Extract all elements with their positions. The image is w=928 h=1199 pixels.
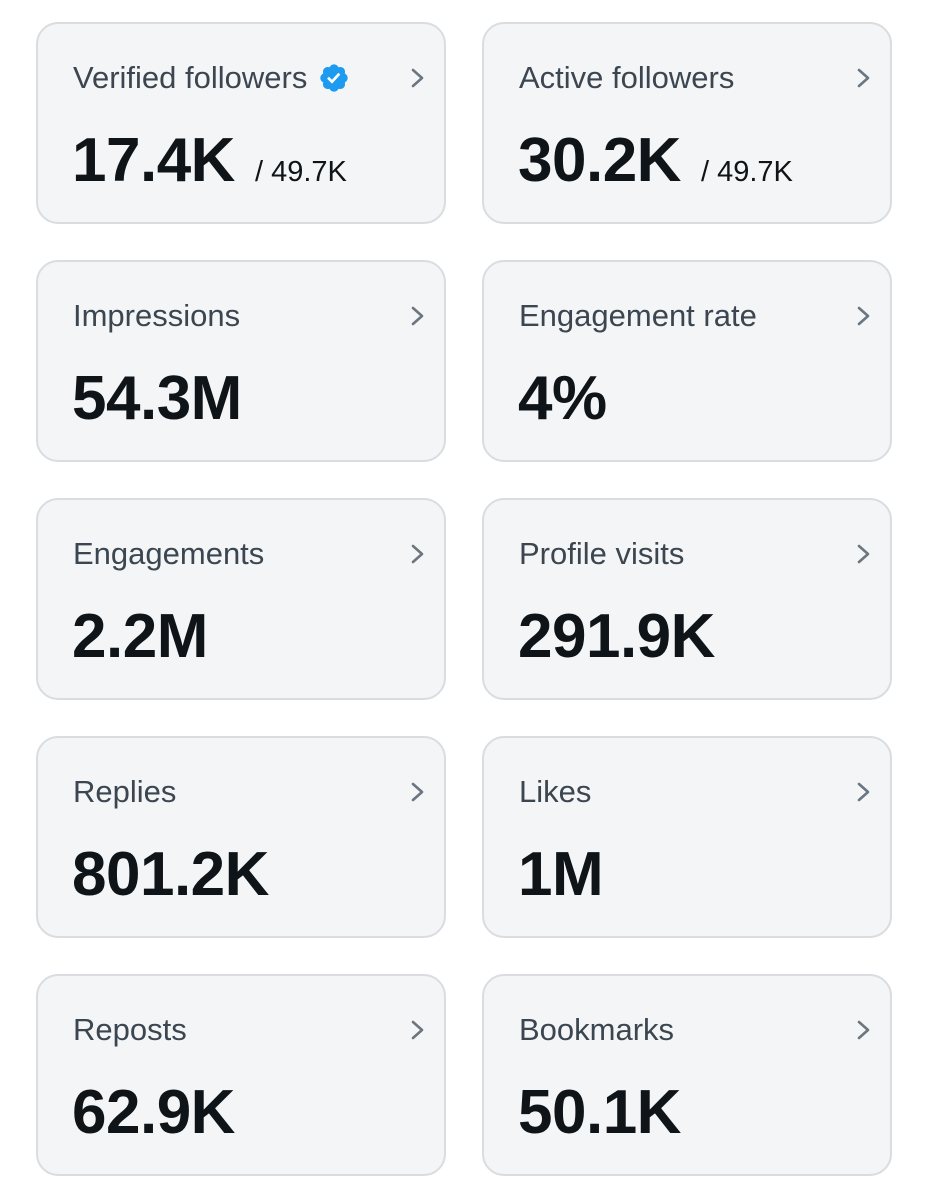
chevron-right-icon bbox=[857, 544, 870, 564]
card-title-label: Engagements bbox=[73, 536, 265, 571]
card-title-label: Reposts bbox=[73, 1012, 187, 1047]
card-bookmarks[interactable]: Bookmarks 50.1K bbox=[482, 974, 892, 1176]
chevron-right-icon bbox=[857, 1020, 870, 1040]
chevron-right-icon bbox=[411, 68, 424, 88]
card-value: 54.3M bbox=[72, 364, 242, 433]
card-value-row: 17.4K / 49.7K bbox=[72, 126, 347, 196]
chevron-right-icon bbox=[411, 306, 424, 326]
card-value-row: 2.2M bbox=[72, 602, 208, 672]
card-title: Replies bbox=[73, 774, 176, 810]
card-value: 50.1K bbox=[518, 1078, 681, 1147]
card-title: Profile visits bbox=[519, 536, 684, 572]
card-engagements[interactable]: Engagements 2.2M bbox=[36, 498, 446, 700]
verified-badge-icon bbox=[320, 64, 349, 92]
chevron-right-icon bbox=[857, 306, 870, 326]
card-title: Engagements bbox=[73, 536, 264, 572]
chevron-right-icon bbox=[411, 1020, 424, 1040]
chevron-right-icon bbox=[857, 68, 870, 88]
card-profile-visits[interactable]: Profile visits 291.9K bbox=[482, 498, 892, 700]
card-title-label: Engagement rate bbox=[519, 298, 757, 333]
card-value-row: 4% bbox=[518, 364, 607, 434]
card-engagement-rate[interactable]: Engagement rate 4% bbox=[482, 260, 892, 462]
card-impressions[interactable]: Impressions 54.3M bbox=[36, 260, 446, 462]
card-title-label: Likes bbox=[519, 774, 592, 809]
card-value: 291.9K bbox=[518, 602, 715, 671]
card-total: / 49.7K bbox=[254, 156, 347, 188]
card-title-label: Replies bbox=[73, 774, 177, 809]
card-title-label: Impressions bbox=[73, 298, 241, 333]
card-value: 30.2K bbox=[518, 126, 681, 195]
card-value-row: 291.9K bbox=[518, 602, 715, 672]
card-verified-followers[interactable]: Verified followers 17.4K / 49.7K bbox=[36, 22, 446, 224]
card-value: 4% bbox=[518, 364, 607, 433]
card-value-row: 30.2K / 49.7K bbox=[518, 126, 793, 196]
card-title: Impressions bbox=[73, 298, 240, 334]
card-active-followers[interactable]: Active followers 30.2K / 49.7K bbox=[482, 22, 892, 224]
card-value: 801.2K bbox=[72, 840, 269, 909]
chevron-right-icon bbox=[857, 782, 870, 802]
card-title: Engagement rate bbox=[519, 298, 757, 334]
card-likes[interactable]: Likes 1M bbox=[482, 736, 892, 938]
card-total: / 49.7K bbox=[700, 156, 793, 188]
card-value: 17.4K bbox=[72, 126, 235, 195]
analytics-grid: Verified followers 17.4K / 49.7K Active … bbox=[36, 22, 892, 1176]
chevron-right-icon bbox=[411, 544, 424, 564]
card-title: Active followers bbox=[519, 60, 734, 96]
card-value-row: 1M bbox=[518, 840, 604, 910]
card-title-label: Verified followers bbox=[73, 60, 308, 95]
card-reposts[interactable]: Reposts 62.9K bbox=[36, 974, 446, 1176]
card-value-row: 50.1K bbox=[518, 1078, 681, 1148]
card-title: Reposts bbox=[73, 1012, 187, 1048]
card-value: 1M bbox=[518, 840, 604, 909]
card-title-label: Profile visits bbox=[519, 536, 685, 571]
card-title: Verified followers bbox=[73, 60, 350, 96]
card-value-row: 62.9K bbox=[72, 1078, 235, 1148]
card-value: 2.2M bbox=[72, 602, 208, 671]
card-value-row: 801.2K bbox=[72, 840, 269, 910]
card-value-row: 54.3M bbox=[72, 364, 242, 434]
chevron-right-icon bbox=[411, 782, 424, 802]
card-title: Likes bbox=[519, 774, 591, 810]
card-title: Bookmarks bbox=[519, 1012, 674, 1048]
card-replies[interactable]: Replies 801.2K bbox=[36, 736, 446, 938]
card-value: 62.9K bbox=[72, 1078, 235, 1147]
card-title-label: Bookmarks bbox=[519, 1012, 675, 1047]
card-title-label: Active followers bbox=[519, 60, 735, 95]
